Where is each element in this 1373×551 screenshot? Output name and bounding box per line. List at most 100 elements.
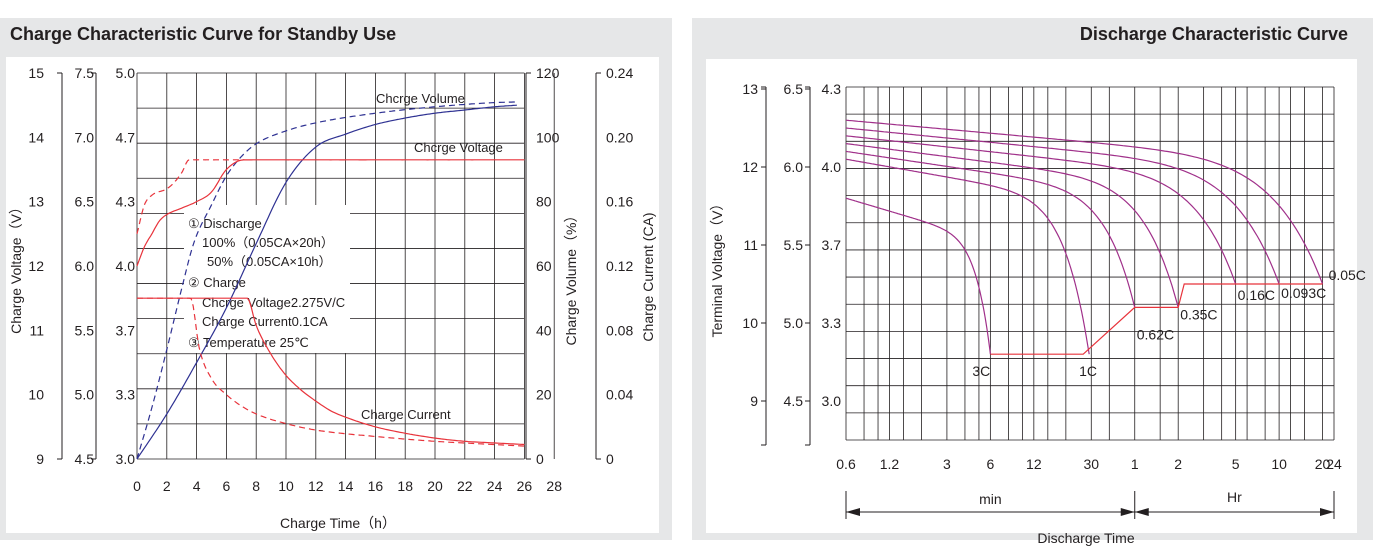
discharge-curve-0_35C [845,143,1179,308]
y-tick-label: 11 [29,322,44,338]
annotation-text: 50%（0.05CA×10h） [207,254,332,269]
y-tick-label: 4.7 [116,129,136,145]
discharge-chart-svg: 1312111096.56.05.55.04.54.34.03.73.33.00… [709,81,1366,546]
y-tick-label: 5.0 [75,387,95,403]
y-axis-title-left: Charge Voltage（V） [8,200,24,334]
y-tick-label: 14 [28,129,44,145]
annotation-text: ③ Temperature 25℃ [188,335,309,350]
x-tick-label: 10 [278,478,294,494]
y-tick-label: 3.3 [822,315,842,331]
y-tick-label: 0 [606,451,614,467]
arrow-head [1120,508,1135,516]
x-tick-label: 0 [133,478,141,494]
y-tick-label: 0.16 [606,194,633,210]
label-charge-current: Charge Current [361,407,451,422]
discharge-curve-1C [845,158,1090,355]
x-tick-label: 12 [1026,456,1042,472]
x-tick-label: 5 [1232,456,1240,472]
label-hr: Hr [1227,489,1242,505]
y-axis-title: Terminal Voltage（V） [709,197,725,338]
discharge-chart-title: Discharge Characteristic Curve [1079,24,1348,44]
y-tick-label: 40 [536,322,552,338]
y-tick-label: 0.08 [606,322,633,338]
charge-chart-title: Charge Characteristic Curve for Standby … [10,24,397,44]
y-tick-label: 3.3 [116,387,136,403]
y-tick-label: 0 [536,451,544,467]
y-tick-label: 12 [742,159,758,175]
y-tick-label: 5.0 [784,315,804,331]
rate-label-3C: 3C [972,363,990,379]
y-tick-label: 4.3 [822,81,842,97]
y-axis-title-current: Charge Current (CA) [640,212,656,341]
y-tick-label: 6.5 [784,81,804,97]
discharge-plot-area: 13 12 11 10 9 6.5 6.0 5.5 5.0 4.5 4.3 4.0 3.7 3.3 3.0 0… [706,59,1366,546]
y-tick-label: 13 [28,194,44,210]
y-tick-label: 0.20 [606,129,633,145]
rate-label-0_05C: 0.05C [1329,267,1366,283]
y-tick-label: 0.04 [606,387,633,403]
discharge-curve-0_05C [845,119,1324,285]
arrow-head [1134,508,1149,516]
label-charge-voltage: Chcrge Voltage [414,140,503,155]
annotation-text: Chcrge Voltage2.275V/C [202,295,345,310]
x-tick-label: 12 [308,478,324,494]
x-tick-label: 26 [517,478,533,494]
label-charge-volume: Chcrge Volume [376,91,465,106]
y-tick-label: 11 [743,237,758,253]
x-tick-label: 22 [457,478,473,494]
annotation-text: ② Charge [188,275,246,290]
annotation-text: ① Discharge [188,216,262,231]
x-tick-label: 0.6 [836,456,856,472]
y-tick-label: 15 [28,65,44,81]
x-tick-label: 8 [252,478,260,494]
dashed-voltage-curve [136,159,245,234]
y-tick-label: 0.24 [606,65,633,81]
y-tick-label: 12 [28,258,44,274]
y-axis-title-volume: Charge Volume（%） [563,209,579,346]
x-tick-label: 20 [427,478,443,494]
x-tick-label: 2 [163,478,171,494]
y-tick-label: 10 [28,387,44,403]
voltage-curve [136,159,525,267]
y-tick-label: 4.5 [784,393,804,409]
x-tick-label: 4 [193,478,201,494]
rate-label-1C: 1C [1079,363,1097,379]
y-tick-label: 3.7 [116,322,136,338]
discharge-chart-panel: Discharge Characteristic Curve 13 12 11 10 9… [692,18,1373,546]
discharge-curve-0_62C [845,150,1136,308]
x-axis-title: Discharge Time [1037,530,1134,546]
x-tick-label: 24 [1326,456,1342,472]
y-tick-label: 4.5 [75,451,95,467]
y-tick-label: 20 [536,387,552,403]
x-tick-label: 2 [1174,456,1182,472]
discharge-curve-0_16C [845,135,1237,285]
y-tick-label: 4.3 [116,194,136,210]
y-tick-label: 5.0 [116,65,136,81]
charge-plot-area: 15 14 13 12 11 10 9 7.5 7.0 6.5 6.0 5.5 5.0 4.5 5.0 4.7… [6,57,659,533]
annotation-text: Charge Current0.1CA [202,314,328,329]
y-tick-label: 6.0 [784,159,804,175]
charge-chart-panel: Charge Characteristic Curve for Standby … [0,18,672,540]
charge-chart-svg: 15 14 13 12 11 10 9 7.5 7.0 6.5 6.0 5.5 5.0 4.5 5.0 4.7… [8,65,656,531]
discharge-curve-0_093C [845,127,1280,285]
x-axis-title: Charge Time（h） [280,515,396,531]
rate-label-0_35C: 0.35C [1180,306,1217,322]
rate-label-0_16C: 0.16C [1238,287,1275,303]
x-tick-label: 10 [1271,456,1287,472]
x-tick-label: 6 [986,456,994,472]
x-tick-label: 16 [368,478,384,494]
y-tick-label: 10 [742,315,758,331]
annotation-box [184,205,350,353]
x-tick-label: 1.2 [880,456,900,472]
y-tick-label: 3.0 [822,393,842,409]
discharge-curve-3C [845,197,991,355]
annotation-text: 100%（0.05CA×20h） [202,235,334,250]
dashed-current-curve [137,297,525,447]
y-tick-label: 5.5 [75,322,95,338]
y-tick-label: 0.12 [606,258,633,274]
x-tick-label: 3 [943,456,951,472]
x-tick-label: 30 [1083,456,1099,472]
end-voltage-line [990,283,1323,355]
current-curve [137,297,525,446]
y-tick-label: 80 [536,194,552,210]
